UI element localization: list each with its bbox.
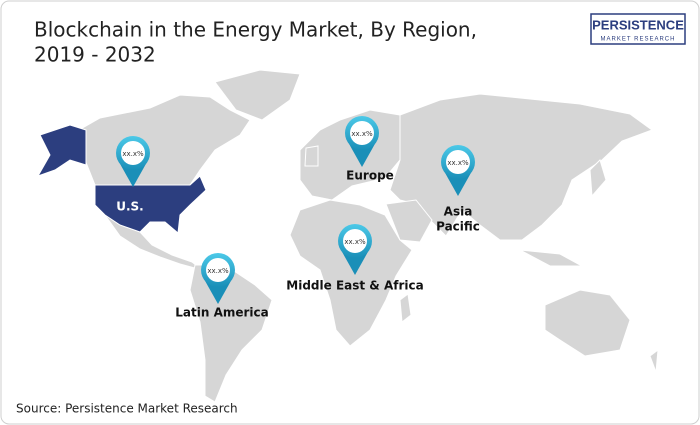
africa [289, 199, 413, 347]
logo-name: PERSISTENCE [592, 17, 684, 32]
pin-label: xx.x% [122, 150, 144, 158]
logo-box [590, 13, 686, 45]
madagascar [399, 293, 412, 323]
logo-tagline: MARKET RESEARCH [601, 37, 676, 43]
source: Source: Persistence Market Research [16, 402, 238, 416]
middle-east [385, 199, 433, 243]
pin-face [121, 141, 145, 165]
pin-face [350, 121, 374, 145]
new-zealand [649, 348, 659, 373]
title: Blockchain in the Energy Market, By Regi… [34, 18, 477, 42]
pin-label: xx.x% [344, 238, 366, 246]
region-label: Europe [346, 169, 394, 183]
region-label: Middle East & Africa [286, 279, 423, 293]
region-label: Pacific [436, 220, 480, 234]
pin-face [206, 258, 230, 282]
united-states [94, 175, 207, 234]
title: 2019 - 2032 [34, 43, 156, 67]
pin-label: xx.x% [447, 159, 469, 167]
se-asia-islands [519, 249, 583, 267]
pin-label: xx.x% [351, 130, 373, 138]
pin-face [446, 150, 470, 174]
logo: PERSISTENCE MARKET RESEARCH [590, 13, 686, 45]
pin-label: xx.x% [207, 267, 229, 275]
region-label: Asia [444, 205, 473, 219]
region-label: Latin America [175, 306, 269, 320]
australia [544, 289, 631, 357]
alaska [36, 124, 87, 177]
greenland [214, 69, 301, 121]
south-america [189, 264, 273, 403]
region-label: U.S. [116, 200, 144, 214]
uk [304, 145, 319, 167]
world-map [36, 69, 659, 403]
japan [589, 159, 607, 198]
pin-face [343, 229, 367, 253]
